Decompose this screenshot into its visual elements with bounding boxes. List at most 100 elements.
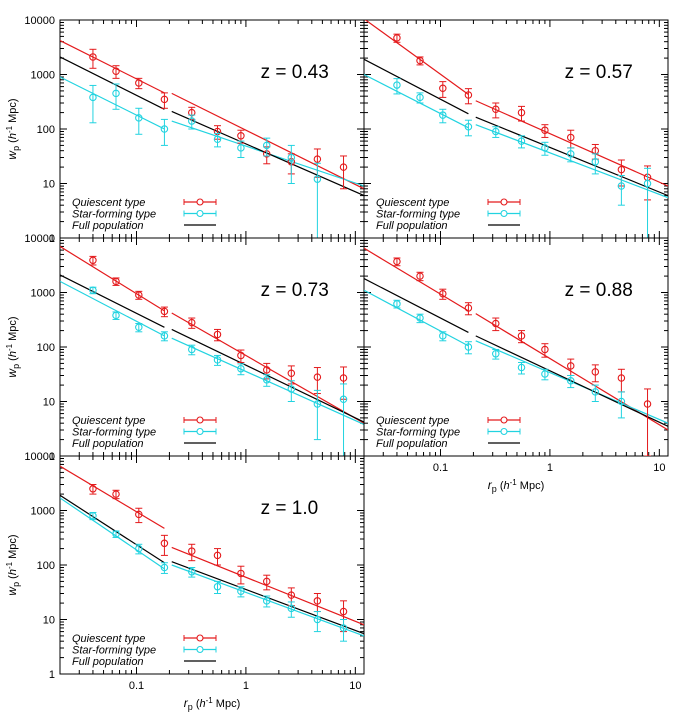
starforming-point <box>262 374 271 387</box>
quiescent-point <box>89 483 97 495</box>
starforming-point <box>160 331 169 342</box>
starforming-point <box>237 586 245 598</box>
quiescent-point <box>541 343 549 358</box>
quiescent-point <box>160 306 169 318</box>
quiescent-point <box>643 388 652 456</box>
legend-label-quiescent: Quiescent type <box>376 415 449 427</box>
quiescent-model-line <box>60 39 165 94</box>
full-model-line <box>171 110 364 197</box>
quiescent-point <box>112 277 120 286</box>
quiescent-point <box>237 349 245 363</box>
quiescent-point <box>213 328 222 342</box>
ticks <box>363 237 668 457</box>
starforming-point <box>237 140 245 158</box>
quiescent-model-line <box>475 100 668 187</box>
y-axis-title: wp (h-1 Mpc) <box>5 316 21 377</box>
full-model-line <box>475 335 668 427</box>
quiescent-point <box>393 257 401 267</box>
panel-5: 1 10 100 1000 10000 wp (h-1 Mpc) 0.1 1 10 rp (h-1… <box>5 451 365 712</box>
x-tick-label: 10 <box>653 462 665 474</box>
quiescent-model-line <box>171 312 364 424</box>
ticks <box>363 19 668 239</box>
redshift-label: z = 0.43 <box>261 62 329 83</box>
starforming-point <box>160 118 169 146</box>
starforming-point <box>213 132 222 148</box>
starforming-model-line <box>60 280 165 337</box>
legend-label-quiescent: Quiescent type <box>72 633 145 645</box>
panel-1: 1 10 100 1000 10000 wp (h-1 Mpc) z = 0.43 Quies… <box>5 15 365 245</box>
quiescent-point <box>339 155 348 190</box>
y-tick-label: 1 <box>49 233 55 245</box>
x-tick-label: 0.1 <box>129 680 144 692</box>
y-tick-label: 1000 <box>31 506 55 518</box>
starforming-point <box>492 126 500 138</box>
legend-label-starforming: Star-forming type <box>72 645 156 657</box>
quiescent-point <box>135 77 143 90</box>
y-axis-title: wp (h-1 Mpc) <box>5 534 21 595</box>
starforming-point <box>188 344 196 356</box>
starforming-point <box>213 354 222 366</box>
starforming-point <box>313 611 322 633</box>
quiescent-point <box>313 367 322 395</box>
quiescent-point <box>439 81 447 98</box>
y-tick-label: 1 <box>49 451 55 463</box>
starforming-point <box>135 107 143 135</box>
quiescent-point <box>89 255 97 266</box>
quiescent-point <box>517 105 526 122</box>
x-tick-label: 1 <box>547 462 553 474</box>
full-model-line <box>60 494 165 564</box>
y-tick-label: 10000 <box>24 451 55 463</box>
quiescent-point <box>313 592 322 613</box>
starforming-model-line <box>60 497 165 570</box>
quiescent-point <box>188 543 196 562</box>
starforming-point <box>464 341 473 355</box>
redshift-label: z = 0.88 <box>565 280 633 301</box>
full-model-line <box>60 56 165 110</box>
legend-label-starforming: Star-forming type <box>376 209 460 221</box>
y-axis-title: wp (h-1 Mpc) <box>5 98 21 159</box>
y-tick-label: 10000 <box>24 15 55 27</box>
starforming-point <box>112 83 120 110</box>
y-tick-label: 100 <box>37 342 55 354</box>
quiescent-model-line <box>171 92 364 190</box>
quiescent-point <box>160 92 169 109</box>
quiescent-point <box>112 65 120 79</box>
starforming-point <box>160 562 169 574</box>
starforming-point <box>591 384 600 402</box>
quiescent-point <box>393 33 401 43</box>
starforming-point <box>517 361 526 375</box>
quiescent-point <box>89 48 97 69</box>
quiescent-point <box>213 548 222 566</box>
y-tick-label: 10 <box>43 615 55 627</box>
starforming-model-line <box>171 337 364 425</box>
y-tick-label: 10 <box>43 179 55 191</box>
quiescent-point <box>237 565 245 585</box>
starforming-point <box>517 135 526 149</box>
quiescent-point <box>416 56 424 66</box>
starforming-point <box>393 78 401 95</box>
starforming-point <box>135 543 143 555</box>
quiescent-point <box>492 317 500 332</box>
quiescent-point <box>566 129 575 149</box>
starforming-point <box>135 322 143 333</box>
quiescent-model-line <box>475 313 668 431</box>
starforming-point <box>339 619 348 642</box>
legend-label-full: Full population <box>72 438 144 450</box>
quiescent-point <box>416 271 424 282</box>
quiescent-point <box>188 317 196 329</box>
panel-4: 0.1 1 10 rp (h-1 Mpc) z = 0.88 Quiescent type… <box>363 237 669 494</box>
quiescent-point <box>262 574 271 591</box>
starforming-point <box>287 380 296 402</box>
starforming-point <box>416 92 424 104</box>
starforming-point <box>188 114 196 130</box>
starforming-point <box>492 348 500 360</box>
y-tick-label: 100 <box>37 560 55 572</box>
full-model-line <box>60 274 165 328</box>
starforming-point <box>89 511 97 521</box>
starforming-point <box>313 162 322 238</box>
starforming-point <box>541 368 549 381</box>
